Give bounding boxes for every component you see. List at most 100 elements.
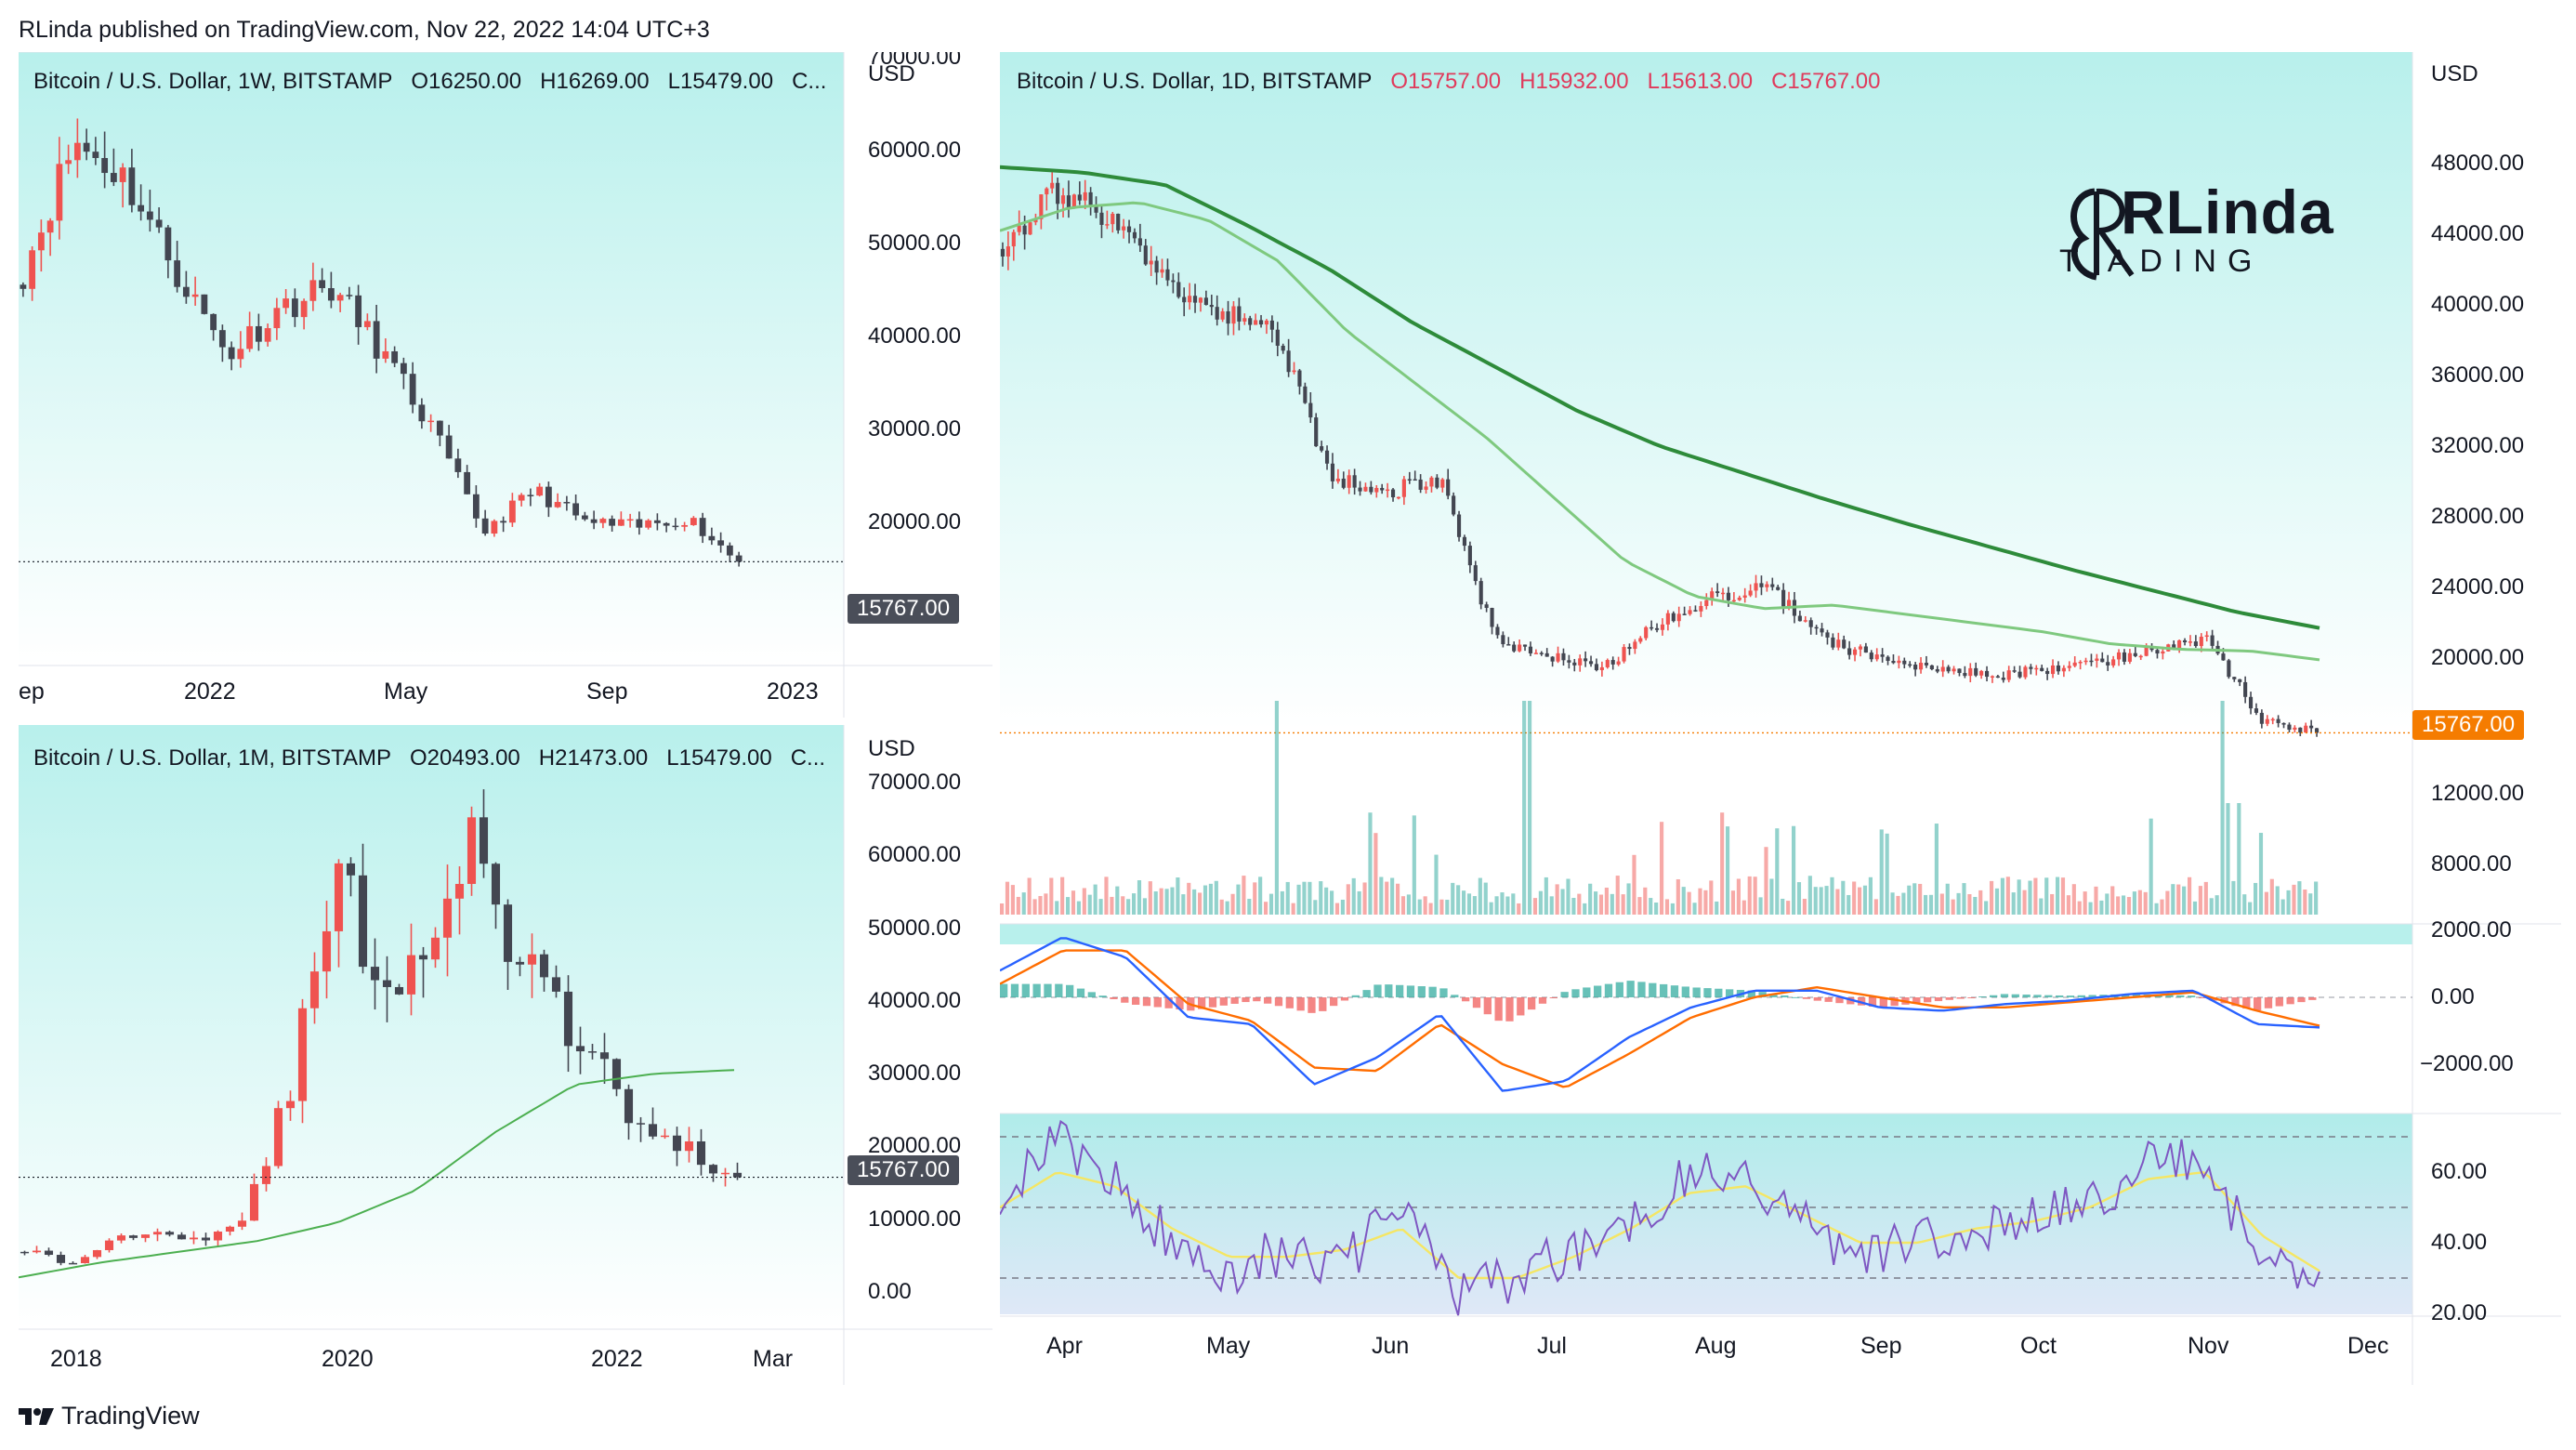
daily-volume-bar-209	[2149, 818, 2153, 915]
daily-volume-bar-95	[1522, 701, 1527, 915]
daily-chart-panel[interactable]: Bitcoin / U.S. Dollar, 1D, BITSTAMP O157…	[1000, 52, 2561, 1385]
daily-volume-bar-98	[1538, 890, 1543, 915]
macd-hist-bar-182	[2000, 994, 2009, 997]
daily-candle-body-37	[1203, 297, 1208, 306]
weekly-candle-body-16	[164, 227, 172, 261]
daily-candle-body-135	[1742, 595, 1747, 598]
daily-volume-bar-193	[2060, 877, 2066, 915]
monthly-ytick-7: 0.00	[868, 1279, 912, 1304]
daily-candle-body-20	[1111, 213, 1115, 225]
monthly-candle-body-26	[334, 863, 344, 931]
macd-hist-bar-52	[1285, 997, 1294, 1008]
daily-volume-bar-61	[1334, 903, 1340, 915]
daily-volume-bar-206	[2132, 891, 2136, 915]
monthly-candle-body-0	[20, 1251, 30, 1254]
macd-hist-bar-206	[2132, 994, 2141, 997]
daily-volume-bar-49	[1268, 893, 1274, 915]
daily-candle-body-162	[1891, 661, 1896, 664]
monthly-candle-body-9	[128, 1235, 138, 1238]
weekly-candle-body-28	[273, 308, 281, 329]
daily-candle-body-93	[1512, 644, 1517, 652]
monthly-candle-body-1	[32, 1250, 42, 1253]
weekly-candle-body-52	[491, 521, 498, 534]
rlinda-logo-mark	[2070, 188, 2135, 281]
weekly-candle-body-59	[554, 502, 561, 508]
daily-candle-body-202	[2111, 659, 2116, 666]
daily-candle-body-14	[1077, 194, 1082, 201]
monthly-candle-body-28	[358, 875, 368, 968]
tradingview-footer[interactable]: TradingView	[19, 1402, 200, 1430]
daily-candle-body-51	[1281, 345, 1285, 351]
daily-candle-body-55	[1303, 386, 1308, 403]
daily-candle-body-102	[1561, 652, 1566, 661]
daily-candle-body-86	[1473, 565, 1478, 582]
weekly-low: L15479.00	[667, 69, 774, 94]
daily-volume-bar-119	[1654, 903, 1659, 915]
monthly-currency: USD	[868, 736, 915, 761]
daily-candle-body-216	[2188, 641, 2193, 643]
daily-volume-bar-51	[1280, 890, 1284, 915]
daily-candle-body-36	[1198, 297, 1203, 303]
weekly-candle-body-74	[690, 518, 697, 525]
macd-hist-bar-4	[1021, 983, 1030, 997]
daily-candle-body-174	[1957, 668, 1962, 674]
weekly-high: H16269.00	[540, 69, 650, 94]
daily-candle-body-158	[1869, 652, 1873, 660]
daily-volume-bar-23	[1126, 899, 1131, 915]
daily-candle-body-9	[1050, 182, 1055, 189]
macd-hist-bar-180	[1990, 995, 1998, 997]
monthly-candle-body-8	[116, 1235, 126, 1241]
weekly-candle-body-7	[83, 142, 90, 152]
daily-volume-bar-197	[2083, 891, 2087, 915]
daily-candle-body-159	[1874, 654, 1879, 660]
weekly-candle-body-35	[336, 295, 344, 301]
daily-volume-bar-18	[1098, 899, 1103, 915]
macd-hist-bar-172	[1945, 997, 1953, 1000]
macd-hist-bar-140	[1769, 994, 1778, 997]
monthly-candle-body-5	[80, 1257, 90, 1263]
monthly-candle-body-6	[92, 1249, 102, 1258]
daily-volume-bar-131	[1720, 812, 1725, 915]
monthly-candle-body-49	[611, 1059, 622, 1089]
macd-hist-bar-40	[1219, 997, 1228, 1006]
daily-candle-body-207	[2138, 655, 2143, 658]
daily-candle-body-127	[1699, 605, 1703, 612]
daily-volume-bar-96	[1528, 701, 1532, 915]
daily-volume-bar-43	[1236, 884, 1241, 915]
daily-volume-bar-186	[2022, 890, 2027, 915]
daily-candle-body-213	[2172, 644, 2176, 649]
monthly-ytick-0: 70000.00	[868, 770, 962, 796]
daily-candle-body-228	[2254, 708, 2259, 713]
monthly-xtick-3: Mar	[753, 1346, 794, 1372]
daily-candle-body-60	[1330, 463, 1335, 481]
weekly-chart-panel[interactable]: Bitcoin / U.S. Dollar, 1W, BITSTAMP O162…	[19, 52, 992, 718]
daily-volume-bar-165	[1907, 885, 1912, 915]
weekly-candle-body-19	[191, 294, 199, 297]
daily-candle-body-97	[1533, 652, 1538, 654]
daily-candle-body-120	[1660, 624, 1665, 630]
daily-candle-body-52	[1286, 350, 1291, 373]
weekly-candles	[19, 52, 992, 718]
daily-volume-bar-69	[1379, 877, 1384, 915]
daily-candle-body-237	[2304, 725, 2308, 733]
macd-hist-bar-2	[1010, 983, 1019, 997]
daily-candle-body-43	[1237, 306, 1242, 322]
daily-volume-bar-212	[2165, 890, 2170, 915]
daily-volume-bar-120	[1660, 822, 1664, 915]
daily-candle-body-176	[1968, 667, 1973, 677]
daily-candle-body-166	[1913, 664, 1918, 670]
daily-volume-bar-9	[1049, 877, 1054, 915]
daily-candle-body-44	[1242, 318, 1247, 322]
monthly-chart-panel[interactable]: Bitcoin / U.S. Dollar, 1M, BITSTAMP O204…	[19, 725, 992, 1385]
monthly-candle-body-17	[225, 1226, 235, 1232]
daily-volume-bar-16	[1087, 894, 1092, 915]
monthly-candle-body-48	[599, 1052, 610, 1060]
daily-xtick-2: Jun	[1372, 1333, 1410, 1359]
macd-hist-bar-190	[2044, 995, 2053, 997]
daily-volume-bar-151	[1830, 877, 1834, 915]
daily-volume-bar-182	[2000, 877, 2004, 915]
monthly-candle-body-24	[309, 971, 320, 1008]
daily-ytick-9: 8000.00	[2431, 851, 2512, 877]
monthly-candle-body-21	[273, 1108, 283, 1167]
daily-candle-body-203	[2116, 652, 2122, 660]
